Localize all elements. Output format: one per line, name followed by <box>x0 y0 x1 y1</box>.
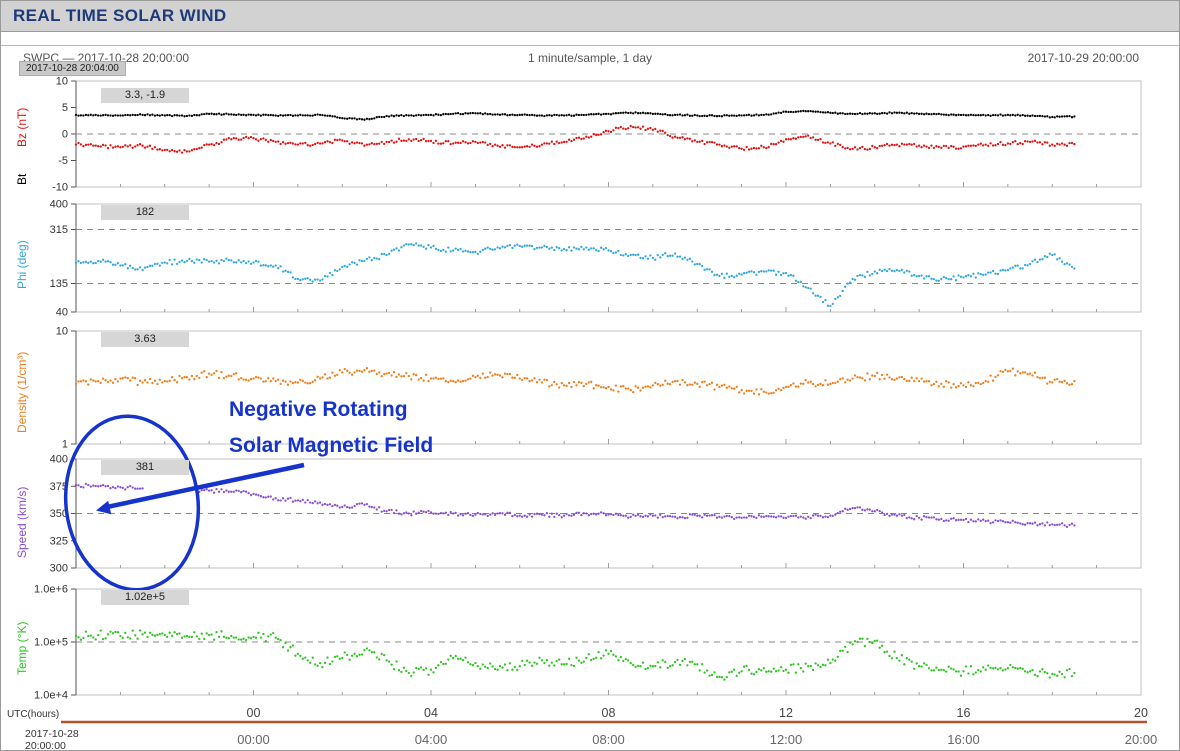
bottom-time-label: 04:00 <box>415 732 448 747</box>
x-hour-label: 08 <box>602 706 616 720</box>
x-hour-label: 16 <box>957 706 971 720</box>
series-density <box>74 367 1076 396</box>
y-tick-label: 350 <box>50 508 68 520</box>
x-hour-label: 00 <box>247 706 261 720</box>
current-value-phi: 182 <box>101 205 189 220</box>
y-axis-label-density: Density (1/cm³) <box>15 351 29 433</box>
y-tick-label: 1.0e+4 <box>34 690 68 702</box>
bottom-time-label: 16:00 <box>947 732 980 747</box>
panel-temp: 1.0e+6 1.0e+5 1.0e+4 <box>34 584 1142 702</box>
current-value-temp: 1.02e+5 <box>101 590 189 605</box>
y-tick-label: 40 <box>56 307 68 319</box>
y-tick-label: 10 <box>56 326 68 338</box>
y-axis-label-phi: Phi (deg) <box>15 240 29 289</box>
x-hour-label: 12 <box>779 706 793 720</box>
y-tick-label: 315 <box>50 224 68 236</box>
y-tick-label: 10 <box>56 76 68 88</box>
panel-density: 10 1 <box>56 326 1142 451</box>
y-axis-label-bt: Bt <box>15 173 29 185</box>
y-tick-label: 1.0e+6 <box>34 584 68 596</box>
y-tick-label: -10 <box>52 182 68 194</box>
y-tick-label: -5 <box>58 155 68 167</box>
current-value-density: 3.63 <box>101 332 189 347</box>
y-tick-label: 0 <box>62 129 68 141</box>
y-tick-label: 1.0e+5 <box>34 637 68 649</box>
bottom-date-line-2: 20:00:00 <box>25 740 66 751</box>
y-axis-label-bz: Bz (nT) <box>15 107 29 147</box>
panel-phi: 400 315 135 40 <box>50 199 1142 319</box>
bottom-time-label: 12:00 <box>770 732 803 747</box>
bottom-time-label: 20:00 <box>1125 732 1158 747</box>
bottom-time-label: 00:00 <box>237 732 270 747</box>
current-value-bz-bt: 3.3, -1.9 <box>101 88 189 103</box>
annotation-text: Negative Rotating Solar Magnetic Field <box>229 392 433 464</box>
page-title: REAL TIME SOLAR WIND <box>13 6 227 25</box>
y-tick-label: 1 <box>62 439 68 451</box>
annotation-arrow-line <box>106 462 305 510</box>
y-tick-label: 400 <box>50 199 68 211</box>
current-value-speed: 381 <box>101 460 189 475</box>
series-speed <box>74 482 1076 529</box>
title-bar: REAL TIME SOLAR WIND <box>1 1 1179 32</box>
panel-bz-bt: 10 5 0 -5 -10 <box>52 76 1142 194</box>
y-axis-label-temp: Temp (°K) <box>15 621 29 675</box>
series-phi <box>74 242 1076 308</box>
annotation-arrow-head <box>96 500 112 515</box>
y-axis-label-speed: Speed (km/s) <box>15 486 29 558</box>
y-tick-label: 300 <box>50 563 68 575</box>
x-hour-label: 20 <box>1134 706 1148 720</box>
sample-rate-label: 1 minute/sample, 1 day <box>527 51 653 65</box>
series-temp <box>74 629 1076 681</box>
header-end-time: 2017-10-29 20:00:00 <box>1027 51 1139 65</box>
y-tick-label: 375 <box>50 481 68 493</box>
y-tick-label: 325 <box>50 535 68 547</box>
hover-timestamp-tooltip: 2017-10-28 20:04:00 <box>19 61 126 76</box>
annotation-ellipse <box>63 414 201 592</box>
bottom-date-line-1: 2017-10-28 <box>25 728 79 740</box>
series-bt <box>74 109 1076 121</box>
y-tick-label: 135 <box>50 278 68 290</box>
x-hour-label: 04 <box>424 706 438 720</box>
y-tick-label: 400 <box>50 454 68 466</box>
figure-divider <box>1 45 1179 46</box>
series-bz <box>74 124 1076 154</box>
bottom-time-label: 08:00 <box>592 732 625 747</box>
annotation-line-2: Solar Magnetic Field <box>229 434 434 457</box>
x-axis-units-label: UTC(hours) <box>7 709 60 720</box>
y-tick-label: 5 <box>62 102 68 114</box>
annotation-line-1: Negative Rotating <box>229 398 408 421</box>
